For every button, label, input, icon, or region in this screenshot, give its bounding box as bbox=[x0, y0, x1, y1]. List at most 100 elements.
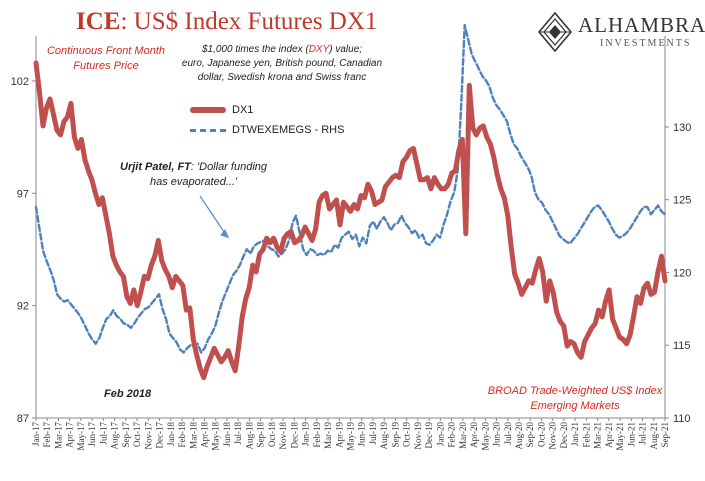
feb-2018-annotation: Feb 2018 bbox=[104, 388, 152, 400]
x-tick-label: Jul-21 bbox=[638, 422, 648, 445]
x-tick-label: Jun-20 bbox=[492, 422, 502, 447]
patel-arrow-head bbox=[220, 229, 230, 239]
x-tick-label: Oct-19 bbox=[402, 422, 412, 447]
legend-label-dx1: DX1 bbox=[232, 104, 254, 116]
logo-subtitle: INVESTMENTS bbox=[600, 38, 692, 49]
patel-annotation-bold: Urjit Patel, FT bbox=[120, 161, 191, 173]
y-right-tick-label: 120 bbox=[673, 267, 691, 279]
front-month-note: Continuous Front Month Futures Price bbox=[36, 44, 176, 74]
x-tick-label: Jul-17 bbox=[98, 422, 108, 445]
y-right-tick-label: 110 bbox=[673, 413, 691, 425]
x-tick-label: Jan-19 bbox=[301, 422, 311, 446]
rhs-series-note-line2: Emerging Markets bbox=[530, 400, 620, 412]
x-tick-label: Dec-19 bbox=[424, 422, 434, 449]
y-left-tick-label: 92 bbox=[17, 301, 29, 313]
legend-item-em: DTWEXEMEGS - RHS bbox=[190, 120, 344, 140]
y-right-tick-label: 125 bbox=[673, 195, 691, 207]
x-tick-label: May-17 bbox=[76, 422, 86, 451]
x-tick-label: Apr-17 bbox=[65, 422, 75, 448]
series-line-dtwexemegs bbox=[34, 23, 667, 354]
legend-swatch-dx1 bbox=[190, 104, 226, 116]
dxy-description-line2: euro, Japanese yen, British pound, Canad… bbox=[181, 58, 383, 69]
x-tick-label: Nov-17 bbox=[143, 422, 153, 450]
x-tick-label: Sep-18 bbox=[256, 422, 266, 448]
dxy-desc-b: ) value; bbox=[329, 44, 363, 55]
x-tick-label: Nov-20 bbox=[548, 422, 558, 450]
x-tick-label: May-20 bbox=[480, 422, 490, 451]
x-tick-label: Dec-20 bbox=[559, 422, 569, 449]
x-tick-label: May-21 bbox=[615, 422, 625, 451]
x-tick-label: Aug-18 bbox=[244, 422, 254, 450]
x-tick-label: Feb-18 bbox=[177, 422, 187, 448]
x-tick-label: Feb-19 bbox=[312, 422, 322, 448]
rhs-series-note: BROAD Trade-Weighted US$ Index Emerging … bbox=[478, 384, 672, 414]
y-left-tick-label: 87 bbox=[17, 413, 29, 425]
x-tick-label: Jan-17 bbox=[31, 422, 41, 446]
y-right-tick-label: 130 bbox=[673, 122, 691, 134]
y-right-tick-label: 115 bbox=[673, 340, 691, 352]
patel-arrow-line bbox=[199, 195, 227, 236]
x-tick-label: Apr-19 bbox=[334, 422, 344, 448]
patel-annotation-line2: has evaporated...' bbox=[150, 176, 238, 188]
x-tick-label: Feb-20 bbox=[447, 422, 457, 448]
x-tick-label: Oct-18 bbox=[267, 422, 277, 447]
x-tick-label: Jul-19 bbox=[368, 422, 378, 445]
x-tick-label: Jul-18 bbox=[233, 422, 243, 445]
logo-name: ALHAMBRA bbox=[578, 13, 705, 37]
x-tick-label: Apr-20 bbox=[469, 422, 479, 448]
patel-annotation-rest: : 'Dollar funding bbox=[190, 161, 267, 173]
x-tick-label: Jun-18 bbox=[222, 422, 232, 447]
front-month-note-line2: Futures Price bbox=[73, 60, 139, 72]
x-tick-label: Oct-17 bbox=[132, 422, 142, 447]
legend: DX1 DTWEXEMEGS - RHS bbox=[190, 100, 344, 140]
title-rest: : US$ Index Futures DX1 bbox=[120, 8, 378, 35]
x-tick-label: Aug-17 bbox=[110, 422, 120, 450]
legend-item-dx1: DX1 bbox=[190, 100, 344, 120]
x-tick-label: May-18 bbox=[211, 422, 221, 451]
patel-annotation-line1: Urjit Patel, FT: 'Dollar funding bbox=[120, 161, 267, 173]
chart-title: ICE: US$ Index Futures DX1 bbox=[76, 8, 377, 36]
x-tick-label: Sep-21 bbox=[660, 422, 670, 448]
x-tick-label: Jun-21 bbox=[626, 422, 636, 447]
x-tick-label: Mar-17 bbox=[53, 422, 63, 449]
dxy-description: $1,000 times the index (DXY) value; euro… bbox=[172, 43, 392, 85]
y-left-tick-label: 102 bbox=[11, 76, 29, 88]
x-tick-label: Dec-17 bbox=[155, 422, 165, 449]
x-tick-label: Mar-19 bbox=[323, 422, 333, 449]
x-tick-label: Dec-18 bbox=[289, 422, 299, 449]
x-tick-label: Jun-19 bbox=[357, 422, 367, 447]
x-tick-label: Apr-18 bbox=[199, 422, 209, 448]
x-tick-label: Mar-21 bbox=[593, 422, 603, 449]
x-tick-label: Feb-21 bbox=[581, 422, 591, 448]
x-tick-label: May-19 bbox=[346, 422, 356, 451]
title-ice: ICE bbox=[76, 8, 121, 35]
dxy-desc-a: $1,000 times the index ( bbox=[201, 44, 309, 55]
x-tick-label: Jan-18 bbox=[166, 422, 176, 446]
x-tick-label: Aug-19 bbox=[379, 422, 389, 450]
x-tick-label: Feb-17 bbox=[42, 422, 52, 448]
x-tick-label: Jun-17 bbox=[87, 422, 97, 447]
dxy-description-line1: $1,000 times the index (DXY) value; bbox=[172, 43, 392, 57]
x-tick-label: Jan-20 bbox=[435, 422, 445, 446]
rhs-series-note-line1: BROAD Trade-Weighted US$ Index bbox=[487, 385, 663, 397]
x-tick-label: Sep-20 bbox=[525, 422, 535, 448]
x-tick-label: Jan-21 bbox=[570, 422, 580, 446]
x-tick-label: Nov-19 bbox=[413, 422, 423, 450]
x-tick-label: Mar-18 bbox=[188, 422, 198, 449]
legend-swatch-em bbox=[190, 124, 226, 136]
series-line-dx1 bbox=[33, 60, 668, 381]
dxy-desc-dxy: DXY bbox=[308, 44, 330, 55]
front-month-note-line1: Continuous Front Month bbox=[46, 45, 165, 57]
legend-label-em: DTWEXEMEGS - RHS bbox=[232, 124, 345, 136]
x-tick-label: Sep-19 bbox=[390, 422, 400, 448]
x-tick-label: Nov-18 bbox=[278, 422, 288, 450]
x-tick-label: Jul-20 bbox=[503, 422, 513, 445]
x-tick-label: Sep-17 bbox=[121, 422, 131, 448]
x-tick-label: Apr-21 bbox=[604, 422, 614, 448]
alhambra-logo: ALHAMBRA INVESTMENTS bbox=[538, 10, 705, 56]
dxy-description-line3: dollar, Swedish krona and Swiss franc bbox=[197, 72, 367, 83]
y-left-tick-label: 97 bbox=[17, 188, 29, 200]
x-tick-label: Aug-21 bbox=[649, 422, 659, 450]
x-tick-label: Aug-20 bbox=[514, 422, 524, 450]
